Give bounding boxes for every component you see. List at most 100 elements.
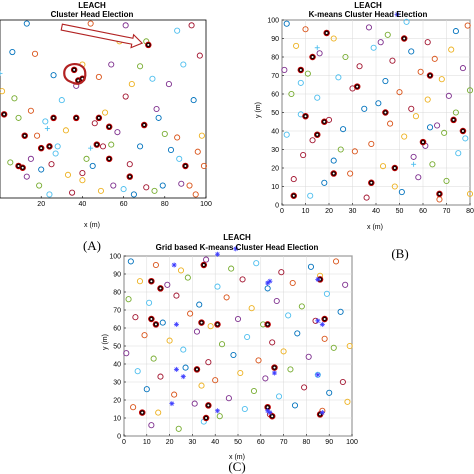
sensor-node	[196, 52, 203, 59]
sensor-node	[283, 131, 290, 138]
sensor-node	[110, 182, 117, 189]
cluster-head-center	[108, 157, 111, 160]
panel-label-a: (A)	[83, 238, 101, 253]
star-marker	[180, 374, 186, 380]
y-tick-label: 40	[113, 362, 121, 369]
cluster-head-center	[325, 31, 328, 34]
sensor-node	[108, 141, 115, 148]
sensor-node	[281, 66, 288, 73]
cluster-head-center	[356, 85, 359, 88]
y-tick-label: 50	[113, 344, 121, 351]
star-marker	[319, 321, 325, 327]
sensor-node	[46, 191, 53, 198]
cluster-head-center	[159, 287, 162, 290]
cluster-head-center	[393, 167, 396, 169]
sensor-node	[335, 74, 342, 81]
sensor-node	[174, 27, 181, 34]
sensor-node	[389, 57, 396, 64]
sensor-node	[234, 315, 242, 323]
sensor-node	[410, 153, 417, 160]
sensor-node	[180, 61, 187, 68]
sensor-node	[137, 63, 144, 70]
star-marker	[169, 401, 175, 407]
x-tick-label: 40	[211, 439, 219, 446]
sensor-node	[31, 50, 39, 57]
cluster-head-center	[150, 318, 153, 320]
sensor-node	[151, 187, 158, 194]
sensor-node	[401, 133, 408, 140]
y-tick-label: 0	[117, 434, 121, 441]
sensor-node	[64, 171, 72, 178]
sensor-node	[269, 339, 276, 346]
y-tick-label: 70	[271, 73, 279, 80]
sensor-node	[443, 177, 450, 184]
x-tick-label: 40	[372, 208, 380, 215]
x-tick-label: 60	[120, 201, 128, 208]
sensor-node	[426, 124, 434, 131]
sensor-node	[87, 20, 94, 27]
sensor-node	[305, 353, 312, 360]
sensor-node	[192, 191, 199, 198]
cluster-head-center	[292, 194, 295, 197]
star-marker	[267, 410, 273, 416]
sensor-node	[294, 330, 301, 337]
sensor-node	[132, 314, 139, 321]
sensor-node	[287, 366, 294, 373]
sensor-node	[363, 194, 370, 201]
cluster-head-center	[429, 74, 432, 77]
y-tick-label: 90	[271, 36, 279, 43]
sensor-node	[262, 375, 269, 382]
star-marker	[271, 370, 277, 376]
plus-marker	[44, 126, 50, 132]
sensor-node	[164, 281, 171, 288]
sensor-node	[434, 122, 441, 129]
sensor-node	[216, 413, 223, 420]
sensor-node	[250, 387, 258, 395]
sensor-node	[130, 404, 137, 411]
star-marker	[233, 246, 239, 252]
sensor-node	[102, 109, 109, 116]
sensor-node	[184, 274, 191, 281]
sensor-node	[7, 159, 14, 166]
sensor-node	[11, 95, 18, 102]
sensor-node	[314, 371, 321, 378]
sensor-node	[462, 135, 469, 142]
star-marker	[319, 410, 325, 416]
sensor-node	[108, 61, 115, 68]
sensor-node	[196, 301, 203, 308]
sensor-node	[214, 283, 221, 290]
sensor-node	[368, 140, 375, 147]
chart-a-plot: 20 40 60 80 100	[0, 19, 212, 208]
sensor-node	[445, 92, 452, 99]
sensor-node	[0, 88, 6, 95]
cluster-head-center	[73, 68, 76, 71]
sensor-node	[159, 319, 166, 326]
sensor-node	[187, 310, 194, 317]
sensor-node	[228, 265, 235, 272]
sensor-node	[159, 182, 166, 189]
y-tick-label: 80	[113, 290, 121, 297]
sensor-node	[9, 48, 16, 56]
sensor-node	[304, 70, 311, 77]
cluster-head-center	[48, 145, 51, 148]
sensor-node	[161, 130, 168, 137]
sensor-node	[114, 129, 121, 136]
sensor-node	[330, 344, 337, 351]
sensor-node	[152, 261, 159, 269]
sensor-node	[36, 182, 43, 189]
sensor-node	[182, 364, 189, 371]
x-tick-label: 70	[443, 208, 451, 215]
sensor-node	[237, 369, 244, 377]
cluster-head-center	[150, 280, 153, 283]
sensor-node	[452, 28, 459, 35]
y-tick-label: 10	[113, 416, 121, 423]
sensor-node	[148, 422, 155, 429]
sensor-node	[230, 351, 237, 359]
star-marker	[214, 408, 220, 414]
sensor-node	[337, 146, 344, 153]
sensor-node	[27, 107, 34, 114]
x-tick-label: 0	[280, 208, 284, 215]
sensor-node	[134, 368, 141, 375]
x-tick-label: 10	[302, 208, 310, 215]
sensor-node	[157, 373, 164, 380]
